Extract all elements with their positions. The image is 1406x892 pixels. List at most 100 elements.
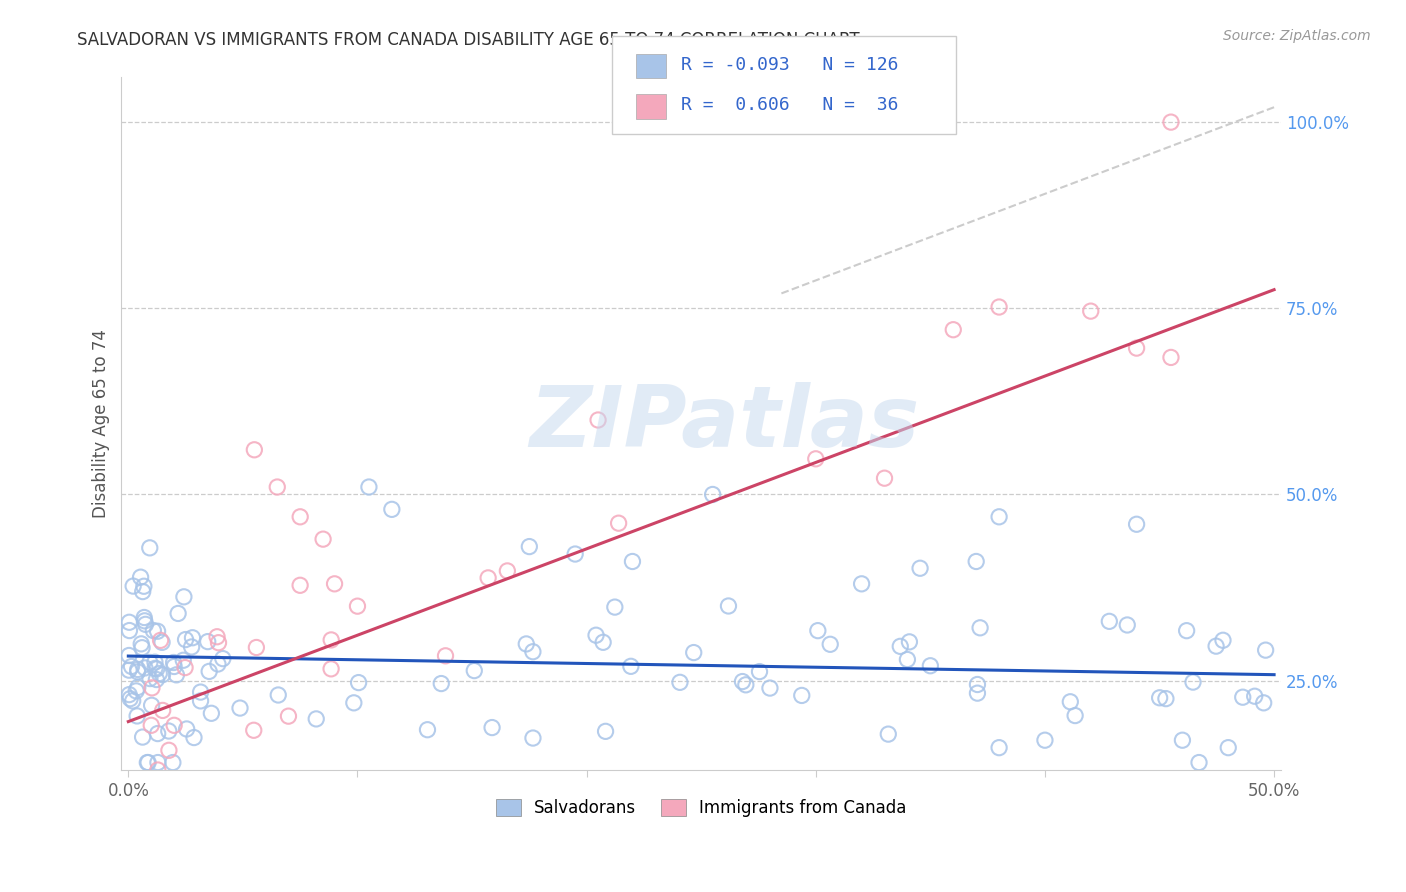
Point [122,579,145,593]
Point [141,681,163,695]
Point [207,657,229,671]
Point [1149,690,1171,705]
Point [305,712,328,726]
Point [717,599,740,613]
Point [1188,756,1211,770]
Point [120,691,142,706]
Point [205,630,228,644]
Point [134,614,156,628]
Point [157,724,180,739]
Point [1160,115,1182,129]
Point [143,655,166,669]
Point [266,480,288,494]
Point [988,740,1011,755]
Point [134,610,156,624]
Point [229,701,252,715]
Point [851,577,873,591]
Point [1125,341,1147,355]
Point [145,673,167,687]
Point [1253,696,1275,710]
Point [139,656,162,670]
Point [942,323,965,337]
Point [136,756,159,770]
Point [180,640,202,654]
Point [620,659,643,673]
Point [607,516,630,531]
Point [183,731,205,745]
Point [172,653,194,667]
Point [142,624,165,638]
Point [966,677,988,691]
Point [200,706,222,721]
Point [321,632,343,647]
Point [988,300,1011,314]
Point [242,723,264,738]
Point [522,731,544,745]
Point [127,709,149,723]
Point [851,115,873,129]
Point [174,660,197,674]
Point [243,442,266,457]
Point [1182,675,1205,690]
Point [1080,304,1102,318]
Point [118,615,141,630]
Point [152,667,174,681]
Point [1218,740,1240,755]
Point [125,684,148,698]
Text: ZIPatlas: ZIPatlas [529,382,920,466]
Point [131,640,153,655]
Point [595,724,617,739]
Point [522,645,544,659]
Point [434,648,457,663]
Point [430,676,453,690]
Point [134,617,156,632]
Point [149,633,172,648]
Point [966,686,988,700]
Point [807,624,830,638]
Point [121,694,143,708]
Point [734,678,756,692]
Point [146,624,169,639]
Point [357,480,380,494]
Point [211,651,233,665]
Point [1098,615,1121,629]
Point [290,509,312,524]
Point [896,652,918,666]
Point [150,635,173,649]
Point [592,635,614,649]
Point [477,571,499,585]
Point [118,624,141,638]
Point [167,607,190,621]
Point [198,665,221,679]
Text: SALVADORAN VS IMMIGRANTS FROM CANADA DISABILITY AGE 65 TO 74 CORRELATION CHART: SALVADORAN VS IMMIGRANTS FROM CANADA DIS… [77,31,860,49]
Point [416,723,439,737]
Point [163,718,186,732]
Point [312,532,335,546]
Point [146,726,169,740]
Point [131,730,153,744]
Point [1125,517,1147,532]
Point [143,661,166,675]
Point [288,578,311,592]
Point [174,632,197,647]
Point [346,599,368,614]
Point [969,621,991,635]
Point [323,577,346,591]
Point [197,634,219,648]
Point [1175,624,1198,638]
Point [129,570,152,584]
Point [139,541,162,555]
Point [347,675,370,690]
Point [134,661,156,675]
Point [889,640,911,654]
Point [790,689,813,703]
Point [873,471,896,485]
Point [277,709,299,723]
Point [162,656,184,670]
Point [141,718,163,732]
Point [898,635,921,649]
Point [162,756,184,770]
Point [1154,691,1177,706]
Point [748,665,770,679]
Legend: Salvadorans, Immigrants from Canada: Salvadorans, Immigrants from Canada [489,792,914,824]
